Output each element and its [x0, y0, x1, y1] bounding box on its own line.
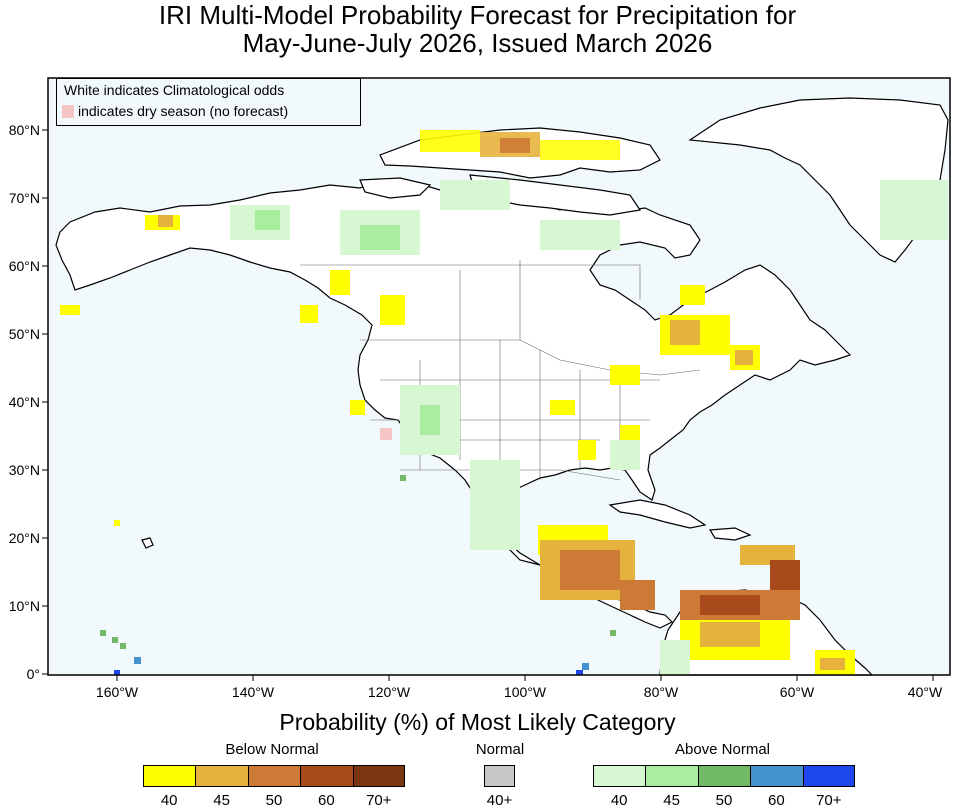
lon-label-140w: 140°W: [231, 684, 275, 700]
below-normal-swatch-3: [300, 765, 353, 787]
dry-season-note: indicates dry season (no forecast): [78, 103, 289, 119]
above-normal-tick-3: 60: [768, 792, 785, 809]
above-normal-swatch-1: [645, 765, 698, 787]
lon-label-100w: 100°W: [503, 684, 547, 700]
map-legend-box: White indicates Climatological odds indi…: [56, 78, 361, 126]
above-normal-tick-1: 45: [663, 792, 680, 809]
above-normal-swatch-0: [593, 765, 646, 787]
normal-label: Normal: [475, 741, 525, 758]
lat-label-20n: 20°N: [8, 530, 40, 546]
below-normal-tick-1: 45: [213, 792, 230, 809]
above-normal-tick-0: 40: [610, 792, 628, 809]
lat-label-40n: 40°N: [8, 394, 40, 410]
below-normal-shading: [60, 130, 855, 675]
lon-label-40w: 40°W: [907, 684, 943, 700]
hawaii: [141, 537, 154, 549]
below-normal-swatch-1: [195, 765, 248, 787]
hispaniola: [708, 527, 752, 541]
lat-label-60n: 60°N: [8, 258, 40, 274]
lon-label-80w: 80°W: [643, 684, 679, 700]
below-normal-tick-0: 40: [160, 792, 178, 809]
climatological-note: White indicates Climatological odds: [64, 82, 285, 98]
above-normal-swatch-4: [802, 765, 855, 787]
chart-title-line2: May-June-July 2026, Issued March 2026: [242, 28, 713, 58]
above-normal-shading: [100, 180, 948, 675]
below-normal-swatch-2: [247, 765, 301, 787]
below-normal-swatch-0: [143, 765, 196, 787]
colorbar-title: Probability (%) of Most Likely Category: [279, 709, 676, 735]
above-normal-tick-4: 70+: [816, 792, 842, 809]
normal-tick-0: 40+: [486, 792, 513, 809]
below-normal-swatch-4: [352, 765, 405, 787]
normal-swatch-0: [484, 765, 515, 787]
above-normal-swatch-2: [697, 765, 751, 787]
lon-label-120w: 120°W: [367, 684, 411, 700]
below-normal-tick-3: 60: [318, 792, 335, 809]
lat-label-50n: 50°N: [8, 326, 40, 342]
map-frame: [47, 77, 951, 676]
lat-label-80n: 80°N: [8, 122, 40, 138]
below-normal-label: Below Normal: [225, 741, 319, 758]
below-normal-tick-2: 50: [265, 792, 283, 809]
above-normal-swatch-3: [750, 765, 803, 787]
below-normal-tick-4: 70+: [366, 792, 392, 809]
lat-label-70n: 70°N: [8, 190, 40, 206]
lon-label-60w: 60°W: [779, 684, 815, 700]
cuba: [608, 499, 707, 529]
above-normal-tick-2: 50: [715, 792, 733, 809]
lat-label-10n: 10°N: [8, 598, 40, 614]
above-normal-label: Above Normal: [674, 741, 771, 758]
dry-season-area: [380, 428, 392, 440]
lon-label-160w: 160°W: [95, 684, 139, 700]
lat-label-30n: 30°N: [8, 462, 40, 478]
chart-title-line1: IRI Multi-Model Probability Forecast for…: [158, 0, 797, 30]
lat-label-0: 0°: [26, 666, 40, 682]
dry-season-swatch: [62, 104, 74, 118]
axis-ticks: [42, 129, 934, 681]
